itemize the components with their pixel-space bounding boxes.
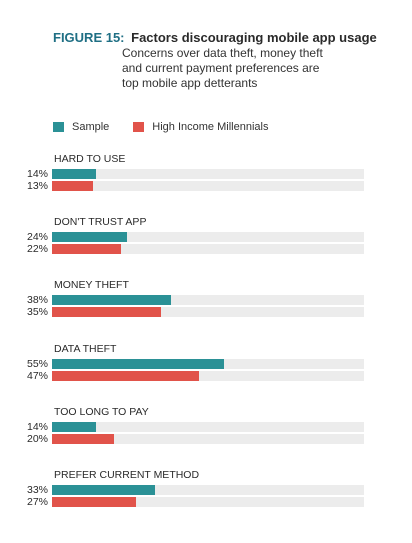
legend-label-high-income-millennials: High Income Millennials — [152, 121, 269, 133]
legend-swatch-sample — [53, 122, 64, 132]
bar-group: DATA THEFT 55% 47% — [0, 343, 412, 387]
bar-track — [52, 497, 364, 507]
bar-row: 55% — [0, 359, 412, 369]
bar-track — [52, 244, 364, 254]
legend-item-sample: Sample — [53, 121, 109, 133]
figure-title: Factors discouraging mobile app usage — [131, 30, 377, 45]
bar-row: 35% — [0, 307, 412, 317]
value-label: 20% — [26, 433, 48, 445]
value-label: 35% — [26, 306, 48, 318]
bar — [52, 169, 96, 179]
value-label: 13% — [26, 180, 48, 192]
bar-track — [52, 422, 364, 432]
bar — [52, 371, 199, 381]
bar-track — [52, 181, 364, 191]
category-label: PREFER CURRENT METHOD — [54, 469, 200, 481]
value-label: 22% — [26, 243, 48, 255]
bar-track — [52, 434, 364, 444]
legend-label-sample: Sample — [72, 121, 110, 133]
bar — [52, 244, 121, 254]
bar-track — [52, 371, 364, 381]
subtitle-line: Concerns over data theft, money theft — [122, 46, 323, 60]
bar-row: 24% — [0, 232, 412, 242]
category-label: HARD TO USE — [54, 153, 126, 165]
bar — [52, 422, 96, 432]
value-label: 14% — [26, 168, 48, 180]
bar-track — [52, 232, 364, 242]
bar-track — [52, 169, 364, 179]
bar — [52, 307, 161, 317]
category-label: MONEY THEFT — [54, 279, 129, 291]
bar — [52, 434, 114, 444]
bar-row: 22% — [0, 244, 412, 254]
bar-row: 14% — [0, 169, 412, 179]
bar-row: 27% — [0, 497, 412, 507]
figure-header: FIGURE 15: Factors discouraging mobile a… — [53, 30, 403, 91]
category-label: TOO LONG TO PAY — [54, 406, 149, 418]
bar-group: DON'T TRUST APP 24% 22% — [0, 216, 412, 260]
value-label: 27% — [26, 496, 48, 508]
bar-track — [52, 359, 364, 369]
bar-track — [52, 485, 364, 495]
bar-track — [52, 307, 364, 317]
legend-item-high-income-millennials: High Income Millennials — [133, 121, 268, 133]
bar — [52, 485, 155, 495]
bar-row: 14% — [0, 422, 412, 432]
category-label: DON'T TRUST APP — [54, 216, 147, 228]
value-label: 38% — [26, 294, 48, 306]
bar — [52, 295, 171, 305]
legend-swatch-high-income-millennials — [133, 122, 145, 132]
value-label: 14% — [26, 421, 48, 433]
figure-label: FIGURE 15: — [53, 30, 125, 45]
figure-title-line: FIGURE 15: Factors discouraging mobile a… — [53, 30, 403, 46]
value-label: 47% — [26, 370, 48, 382]
bar-row: 20% — [0, 434, 412, 444]
bar-group: PREFER CURRENT METHOD 33% 27% — [0, 469, 412, 513]
category-label: DATA THEFT — [54, 343, 117, 355]
value-label: 55% — [26, 358, 48, 370]
bar-row: 13% — [0, 181, 412, 191]
bar — [52, 359, 224, 369]
bar — [52, 181, 93, 191]
bar — [52, 232, 127, 242]
subtitle-line: top mobile app detterants — [122, 76, 258, 90]
bar-group: MONEY THEFT 38% 35% — [0, 279, 412, 323]
bar-track — [52, 295, 364, 305]
subtitle-line: and current payment preferences are — [122, 61, 320, 75]
value-label: 33% — [26, 484, 48, 496]
bar-row: 33% — [0, 485, 412, 495]
bar-row: 47% — [0, 371, 412, 381]
figure-subtitle: Concerns over data theft, money theft an… — [122, 46, 403, 91]
value-label: 24% — [26, 231, 48, 243]
chart-legend: Sample High Income Millennials — [53, 121, 268, 133]
bar-group: TOO LONG TO PAY 14% 20% — [0, 406, 412, 450]
bar — [52, 497, 136, 507]
bar-row: 38% — [0, 295, 412, 305]
bar-group: HARD TO USE 14% 13% — [0, 153, 412, 197]
